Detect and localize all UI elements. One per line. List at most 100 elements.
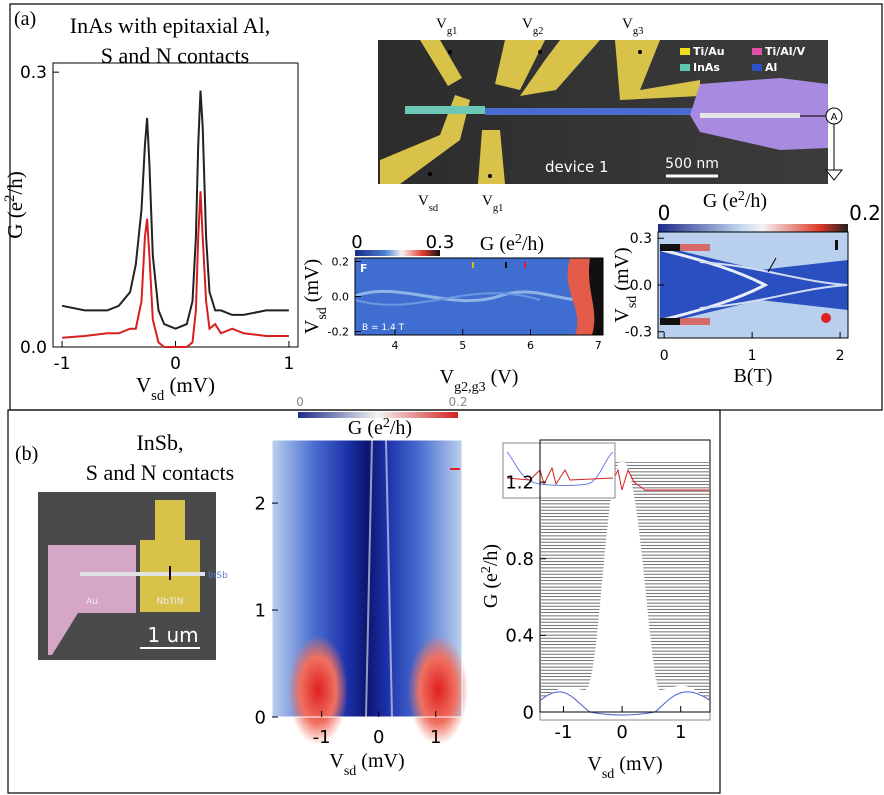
panel-b-frame bbox=[7, 409, 721, 794]
heatmap-b bbox=[272, 412, 468, 745]
label-part: (V) bbox=[486, 366, 519, 388]
label-part: (mV) bbox=[356, 750, 404, 772]
gate-label: Vg2 bbox=[522, 16, 543, 37]
label-part: V bbox=[587, 753, 602, 775]
label-part: V bbox=[440, 366, 455, 388]
colorbar-label: G (e2/h) bbox=[348, 416, 412, 440]
gate-label: Vg1 bbox=[482, 193, 503, 214]
y-tick-label: 0.8 bbox=[505, 549, 534, 570]
x-tick-label: 4 bbox=[391, 339, 398, 352]
y-tick-label: 0 bbox=[255, 707, 266, 728]
label-part: sd bbox=[429, 203, 439, 214]
heatmap-field bbox=[658, 224, 849, 338]
legend-entry: Ti/Al/V bbox=[765, 45, 806, 58]
colorbar-label: G (e2/h) bbox=[703, 189, 767, 213]
legend-entry: Ti/Au bbox=[693, 45, 725, 58]
y-tick-label: 1.2 bbox=[505, 472, 534, 493]
x-axis-label: Vsd (mV) bbox=[136, 373, 215, 404]
label-part: sd bbox=[625, 296, 640, 308]
x-tick-label: -1 bbox=[554, 722, 572, 743]
y-tick-label: 0.3 bbox=[20, 63, 47, 83]
x-tick-label: -1 bbox=[54, 354, 71, 374]
label-part: V bbox=[622, 16, 633, 32]
y-tick-label: 0 bbox=[523, 702, 534, 723]
label-part: /h) bbox=[745, 190, 767, 212]
label-part: V bbox=[611, 308, 633, 323]
x-axis-label: Vg2,g3 (V) bbox=[440, 366, 519, 395]
sem-label: InSb bbox=[208, 571, 228, 581]
sem-label: Au bbox=[86, 597, 98, 607]
x-tick-label: 2 bbox=[836, 348, 845, 364]
plot-frame bbox=[271, 439, 463, 718]
label-part: (mV) bbox=[614, 753, 662, 775]
scale-bar-label: 500 nm bbox=[665, 156, 719, 172]
label-part: V bbox=[136, 373, 151, 397]
label-part: G (e bbox=[480, 233, 515, 255]
plot-frame bbox=[52, 62, 299, 348]
x-tick-label: 6 bbox=[527, 339, 534, 352]
panel-title: InAs with epitaxial Al, bbox=[70, 13, 270, 38]
label-part: G (e bbox=[3, 202, 27, 239]
panel-label: (b) bbox=[15, 443, 38, 465]
y-tick-label: 1 bbox=[255, 600, 266, 621]
label-part: (mV) bbox=[164, 373, 215, 397]
gate-label: Vsd bbox=[418, 193, 439, 214]
y-axis-label: G (e2/h) bbox=[479, 544, 503, 608]
label-part: 2 bbox=[2, 195, 18, 202]
label-part: sd bbox=[344, 764, 356, 779]
panel-title: S and N contacts bbox=[86, 460, 234, 485]
y-tick-label: -0.3 bbox=[625, 325, 652, 341]
colorbar-tick-label: 0.2 bbox=[448, 395, 467, 409]
label-part: B(T) bbox=[734, 365, 773, 387]
label-part: /h) bbox=[390, 417, 412, 439]
x-tick-label: 1 bbox=[430, 727, 441, 748]
colorbar-tick-label: 0.3 bbox=[426, 232, 455, 253]
label-part: g1 bbox=[493, 203, 504, 214]
label-part: sd bbox=[315, 307, 330, 319]
label-part: 2 bbox=[479, 566, 494, 573]
label-part: /h) bbox=[480, 544, 502, 566]
y-axis-label: Vsd (mV) bbox=[611, 247, 640, 322]
panel-title: InSb, bbox=[136, 430, 183, 455]
label-part: V bbox=[301, 319, 323, 334]
label-part: /h) bbox=[3, 171, 27, 194]
colorbar-tick-label: 0 bbox=[351, 232, 362, 253]
waterfall-b bbox=[502, 439, 711, 721]
field-label: B = 1.4 T bbox=[362, 323, 405, 333]
gate-label: Vg1 bbox=[436, 16, 457, 37]
colorbar-tick-label: 0 bbox=[658, 201, 671, 225]
panel-letter: F bbox=[360, 262, 368, 275]
panel-title: S and N contacts bbox=[101, 43, 249, 68]
label-part: V bbox=[482, 193, 493, 209]
label-part: /h) bbox=[522, 233, 544, 255]
label-part: 2 bbox=[383, 416, 390, 431]
x-tick-label: 0 bbox=[616, 722, 627, 743]
label-part: g2,g3 bbox=[454, 380, 486, 395]
trace bbox=[61, 90, 289, 330]
meter-label: A bbox=[831, 112, 838, 123]
label-part: V bbox=[418, 193, 429, 209]
x-tick-label: 0 bbox=[373, 727, 384, 748]
y-tick-label: -0.2 bbox=[328, 325, 349, 338]
x-axis-label: Vsd (mV) bbox=[587, 753, 662, 782]
gate-label: Vg3 bbox=[622, 16, 643, 37]
x-tick-label: 0 bbox=[170, 354, 181, 374]
device-label: device 1 bbox=[545, 158, 609, 176]
plot-frame bbox=[539, 439, 711, 713]
label-part: g2 bbox=[533, 26, 544, 37]
legend-entry: InAs bbox=[693, 61, 720, 74]
sem-image-a bbox=[378, 40, 844, 184]
x-axis-label: B(T) bbox=[734, 365, 773, 387]
y-tick-label: 2 bbox=[255, 493, 266, 514]
label-part: 2 bbox=[515, 232, 522, 247]
colorbar-tick-label: 0.2 bbox=[849, 201, 881, 225]
label-part: V bbox=[436, 16, 447, 32]
label-part: G (e bbox=[480, 573, 502, 608]
colorbar-label: G (e2/h) bbox=[480, 232, 544, 256]
scale-bar-label: 1 um bbox=[147, 623, 198, 647]
label-part: (mV) bbox=[301, 259, 323, 307]
label-part: (mV) bbox=[611, 247, 633, 295]
x-tick-label: 1 bbox=[748, 348, 757, 364]
heatmap-gate bbox=[354, 250, 604, 335]
